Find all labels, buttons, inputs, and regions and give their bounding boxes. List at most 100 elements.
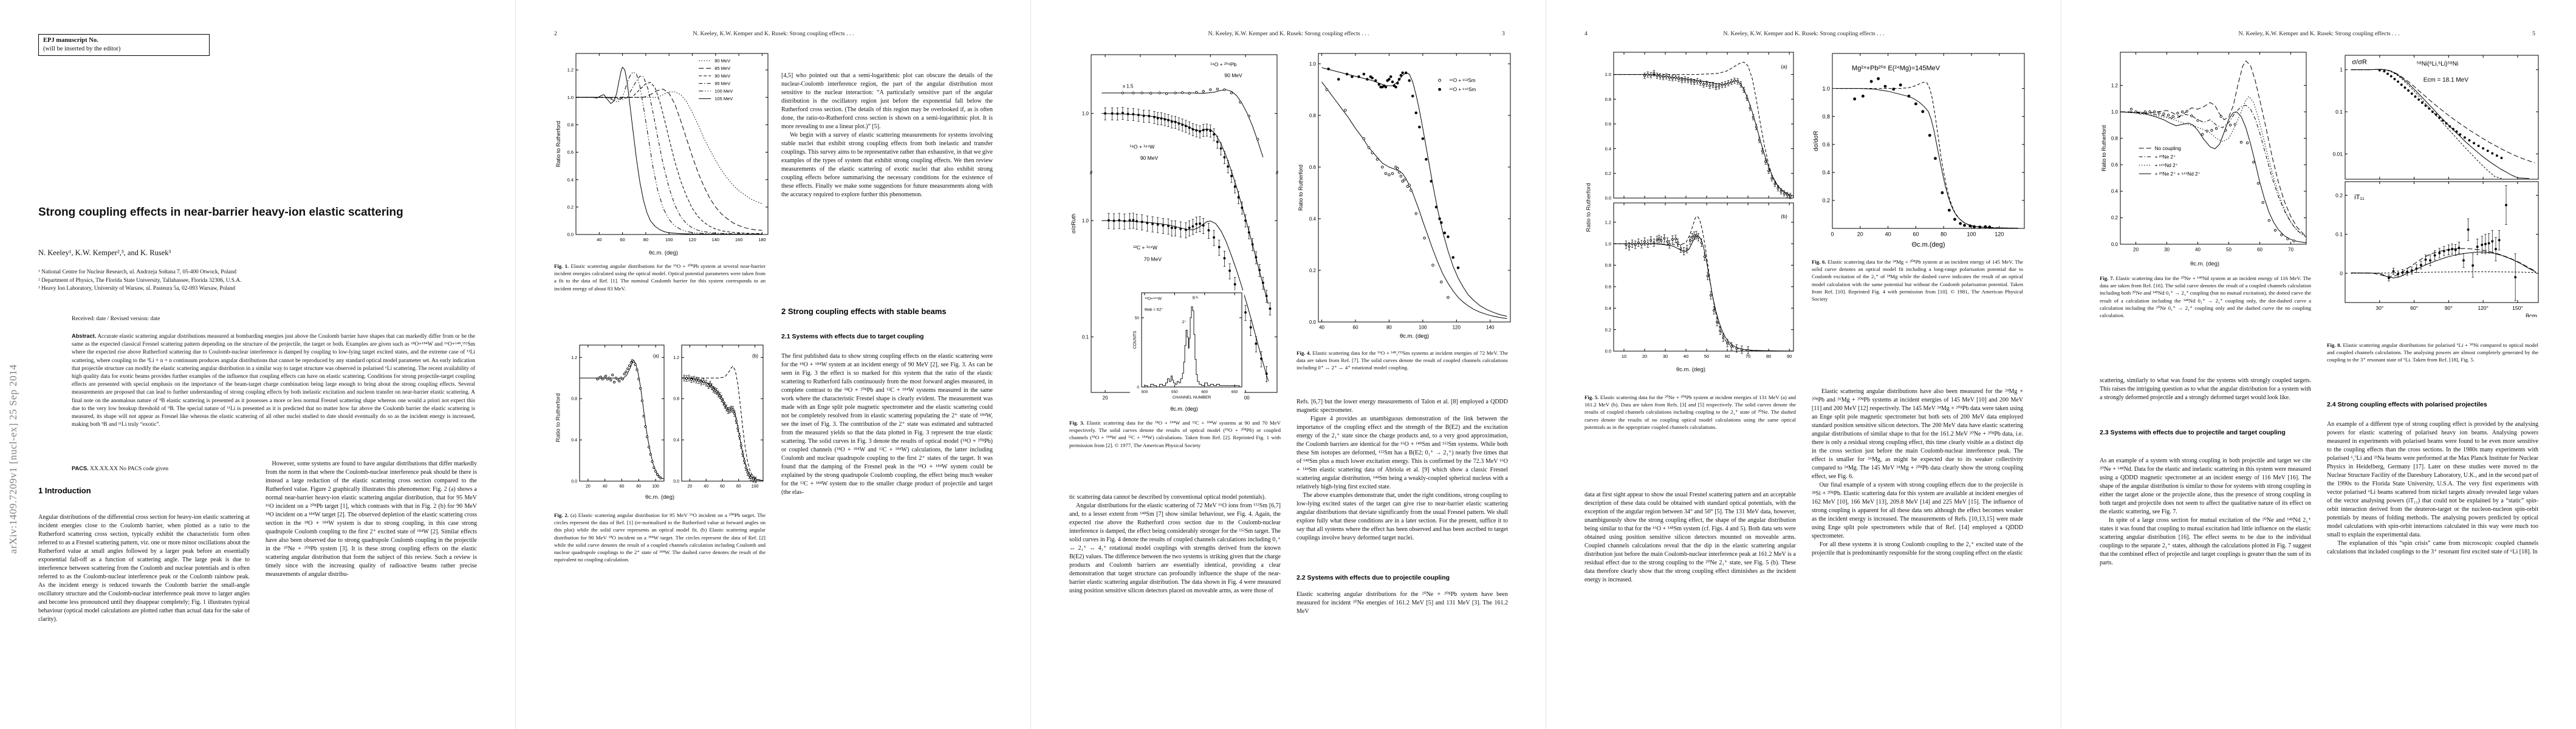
p2-column-2-paragraph-1: [4,5] who pointed out that a semi-logari… — [781, 72, 993, 198]
figure-1: 40 60 80 100 120 140 160 180 0.0 0.2 0.4 0.6 0.8 1.0 1… — [554, 49, 773, 256]
svg-text:¹⁸O + ¹⁸⁴W: ¹⁸O + ¹⁸⁴W — [1130, 143, 1155, 149]
svg-text:100: 100 — [652, 485, 659, 489]
pacs-text: XX.XX.XX No PACS code given — [90, 466, 169, 472]
p5-column-2: An example of a different type of strong… — [2327, 421, 2538, 555]
svg-text:20: 20 — [1857, 231, 1863, 238]
svg-text:0.01: 0.01 — [2332, 151, 2343, 157]
running-title: N. Keeley, K.W. Kemper and K. Rusek: Str… — [2238, 30, 2400, 37]
svg-text:θc.m. (deg): θc.m. (deg) — [1400, 333, 1429, 340]
svg-text:90: 90 — [1787, 354, 1792, 359]
svg-text:1.0: 1.0 — [1822, 86, 1830, 92]
abstract-label: Abstract. — [72, 333, 97, 339]
svg-text:0.2: 0.2 — [1605, 327, 1611, 332]
svg-text:20: 20 — [2133, 247, 2139, 253]
svg-text:85 MeV: 85 MeV — [714, 66, 730, 71]
section-2-4-heading: 2.4 Strong coupling effects with polaris… — [2327, 401, 2487, 408]
svg-text:0.0: 0.0 — [571, 479, 577, 484]
svg-text:95 MeV: 95 MeV — [714, 81, 730, 86]
fig5-caption: Fig. 5. Elastic scattering data for the … — [1584, 394, 1796, 431]
fig6-caption: Fig. 6. Elastic scattering data for the … — [1812, 258, 2023, 303]
svg-text:0.8: 0.8 — [1309, 113, 1317, 118]
abstract-text: Accurate elastic scattering angular dist… — [72, 334, 475, 428]
svg-text:180: 180 — [758, 237, 766, 242]
svg-text:σ/σR: σ/σR — [2352, 59, 2367, 66]
figure-6: 0 20 40 60 80 100 120 0.2 0.4 0.6 0.8 1.0 Mg²⁴+Pb²⁰⁸… — [1812, 49, 2030, 249]
svg-text:Mg²⁴+Pb²⁰⁸ E(²⁴Mg)=145MeV: Mg²⁴+Pb²⁰⁸ E(²⁴Mg)=145MeV — [1852, 65, 1941, 72]
svg-text:90°: 90° — [2445, 305, 2453, 311]
svg-text:1.0: 1.0 — [1309, 61, 1317, 67]
section-2-3-heading: 2.3 Systems with effects due to projecti… — [2100, 429, 2286, 436]
svg-text:0.6: 0.6 — [1605, 122, 1611, 127]
fig2-panel-a-chart: 20 40 60 80 100 0.0 0.4 0.8 1.2 (a) — [563, 341, 666, 493]
svg-text:30: 30 — [2164, 247, 2170, 253]
svg-text:0.1: 0.1 — [2335, 109, 2343, 115]
svg-text:0: 0 — [2340, 270, 2343, 276]
svg-text:150°: 150° — [2512, 305, 2523, 311]
fig7-caption-text: Elastic scattering data for the ²⁰Ne + ¹… — [2100, 275, 2311, 319]
svg-text:0.1: 0.1 — [2335, 231, 2343, 238]
svg-text:0.4: 0.4 — [673, 439, 679, 443]
svg-text:40: 40 — [1319, 325, 1324, 330]
p4-column-2: Elastic scattering angular distributions… — [1812, 388, 2024, 556]
page-number: 2 — [554, 30, 557, 37]
svg-text:1.2: 1.2 — [1605, 219, 1611, 225]
p2-column-2-paragraph-2: The first published data to show strong … — [781, 353, 995, 496]
svg-text:CHANNEL NUMBER: CHANNEL NUMBER — [1173, 395, 1211, 400]
fig2-caption-text: (a) Elastic scattering angular distribut… — [554, 512, 766, 563]
svg-text:80: 80 — [1941, 231, 1947, 238]
svg-text:0.8: 0.8 — [567, 122, 574, 128]
p4-column-1: data at first sight appear to show the u… — [1584, 491, 1798, 583]
svg-text:70: 70 — [1745, 354, 1750, 359]
svg-text:0.6: 0.6 — [1605, 284, 1611, 290]
svg-text:0.4: 0.4 — [1605, 306, 1611, 311]
svg-text:Ratio to Rutherford: Ratio to Rutherford — [1298, 165, 1304, 211]
svg-text:0: 0 — [1137, 385, 1139, 389]
p3-column-2-paragraph-2: Elastic scattering angular distributions… — [1297, 591, 1510, 615]
svg-text:0.4: 0.4 — [571, 439, 577, 443]
fig1-caption-label: Fig. 1. — [554, 263, 569, 269]
manuscript-box: EPJ manuscript No. (will be inserted by … — [38, 34, 210, 56]
svg-text:0.8: 0.8 — [1605, 262, 1611, 268]
svg-text:0.8: 0.8 — [571, 397, 577, 402]
svg-text:+ ²⁰Ne 2⁺ + ¹⁴⁸Nd 2⁺: + ²⁰Ne 2⁺ + ¹⁴⁸Nd 2⁺ — [2155, 171, 2201, 177]
svg-text:σ/σRuth: σ/σRuth — [1070, 214, 1077, 234]
svg-text:60: 60 — [1913, 231, 1919, 238]
fig2-x-axis-label: θc.m. (deg) — [645, 494, 675, 501]
svg-text:0.0: 0.0 — [1605, 196, 1611, 200]
fig5-caption-label: Fig. 5. — [1584, 394, 1599, 400]
fig7-caption: Fig. 7. Elastic scattering data for the … — [2100, 275, 2311, 319]
fig5-panel-b-chart: 10 20 30 40 50 60 70 80 90 0.0 0.2 0.4 0.6 0.8 1.0 1.2 (… — [1593, 200, 1797, 366]
svg-text:0.0: 0.0 — [1605, 349, 1611, 354]
fig5-caption-text: Elastic scattering data for the ²⁰Ne + ²… — [1584, 394, 1796, 430]
svg-text://: // — [1090, 170, 1093, 176]
svg-text:¹⁶O + ¹⁴⁸Sm: ¹⁶O + ¹⁴⁸Sm — [1450, 87, 1476, 92]
svg-text:100: 100 — [665, 237, 673, 242]
svg-text:0.0: 0.0 — [1309, 320, 1317, 325]
svg-text:40: 40 — [2195, 247, 2201, 253]
svg-text:⁵⁸Ni(⁶Li,⁶Li)⁵⁸Ni: ⁵⁸Ni(⁶Li,⁶Li)⁵⁸Ni — [2416, 61, 2458, 67]
fig4-chart: 40 60 80 100 120 140 0.0 0.2 0.4 0.6 0.8 1.0 ¹⁶O + ¹… — [1297, 49, 1515, 340]
running-title: N. Keeley, K.W. Kemper and K. Rusek: Str… — [1723, 30, 1885, 37]
manuscript-box-line2: (will be inserted by the editor) — [43, 46, 121, 52]
authors-line: N. Keeley¹, K.W. Kemper²,³, and K. Rusek… — [38, 248, 171, 257]
p1-column-2: However, some systems are found to have … — [265, 460, 479, 578]
svg-text:2⁺: 2⁺ — [1182, 320, 1187, 324]
arxiv-watermark: arXiv:1409.7209v1 [nucl-ex] 25 Sep 2014 — [7, 364, 19, 554]
svg-text:20: 20 — [1642, 354, 1647, 359]
svg-text:650: 650 — [1231, 390, 1238, 394]
svg-text:40: 40 — [1684, 354, 1688, 359]
svg-text:100 MeV: 100 MeV — [714, 89, 733, 94]
svg-text:θc.m. (deg): θc.m. (deg) — [1170, 406, 1198, 412]
svg-text:40: 40 — [704, 485, 708, 489]
svg-text:iT₁₁: iT₁₁ — [2354, 194, 2365, 201]
figure-4: 40 60 80 100 120 140 0.0 0.2 0.4 0.6 0.8 1.0 ¹⁶O + ¹… — [1297, 49, 1515, 340]
svg-text:60: 60 — [720, 485, 725, 489]
affiliations: ¹ National Centre for Nuclear Research, … — [38, 269, 241, 293]
pacs-label: PACS. — [72, 465, 89, 471]
svg-text:0.2: 0.2 — [1822, 197, 1830, 204]
svg-text:x 1.5: x 1.5 — [1123, 84, 1134, 89]
svg-text:0.0: 0.0 — [2111, 242, 2119, 247]
svg-text:1.0: 1.0 — [1605, 72, 1611, 77]
svg-text:θcm: θcm — [2526, 313, 2537, 317]
